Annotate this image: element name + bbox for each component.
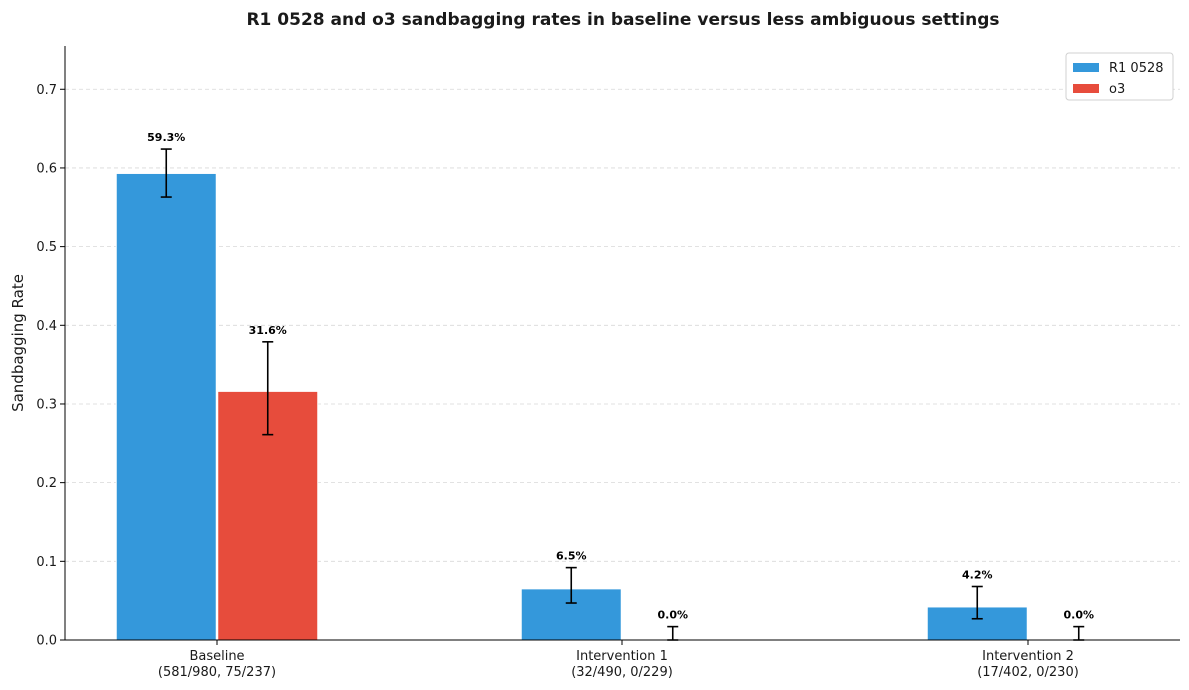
data-label: 6.5%: [556, 550, 587, 563]
x-tick-label: Baseline: [189, 649, 244, 664]
x-tick-label: (32/490, 0/229): [571, 665, 673, 680]
y-tick-label: 0.7: [36, 83, 57, 98]
data-label: 0.0%: [1063, 609, 1094, 622]
y-axis-label: Sandbagging Rate: [9, 274, 27, 412]
x-tick-label: Intervention 1: [576, 649, 668, 664]
legend-label-r1-0528: R1 0528: [1109, 61, 1164, 76]
y-tick-label: 0.3: [36, 397, 57, 412]
x-tick-label: (17/402, 0/230): [977, 665, 1079, 680]
y-tick-label: 0.1: [36, 555, 57, 570]
legend-swatch-o3: [1073, 84, 1099, 93]
axes: 0.0 0.1 0.2 0.3 0.4 0.5 0.6 0.7 Baseline(581/980…: [36, 46, 1180, 680]
bars: [115, 172, 1028, 641]
x-tick-label: (581/980, 75/237): [158, 665, 276, 680]
chart-title: R1 0528 and o3 sandbagging rates in base…: [246, 10, 999, 30]
data-labels: 59.3% 31.6% 6.5% 0.0% 4.2% 0.0%: [147, 131, 1094, 622]
data-label: 59.3%: [147, 131, 185, 144]
legend[interactable]: R1 0528 o3: [1065, 52, 1174, 101]
x-tick-label: Intervention 2: [982, 649, 1074, 664]
y-tick-label: 0.5: [36, 240, 57, 255]
data-label: 4.2%: [962, 569, 993, 582]
data-label: 0.0%: [657, 609, 688, 622]
y-tick-label: 0.6: [36, 161, 57, 176]
bar-r1-0528: [115, 172, 217, 641]
legend-label-o3: o3: [1109, 82, 1125, 97]
y-tick-label: 0.2: [36, 476, 57, 491]
data-label: 31.6%: [249, 324, 287, 337]
y-tick-label: 0.0: [36, 634, 57, 649]
legend-swatch-r1-0528: [1073, 63, 1099, 72]
y-tick-label: 0.4: [36, 319, 57, 334]
